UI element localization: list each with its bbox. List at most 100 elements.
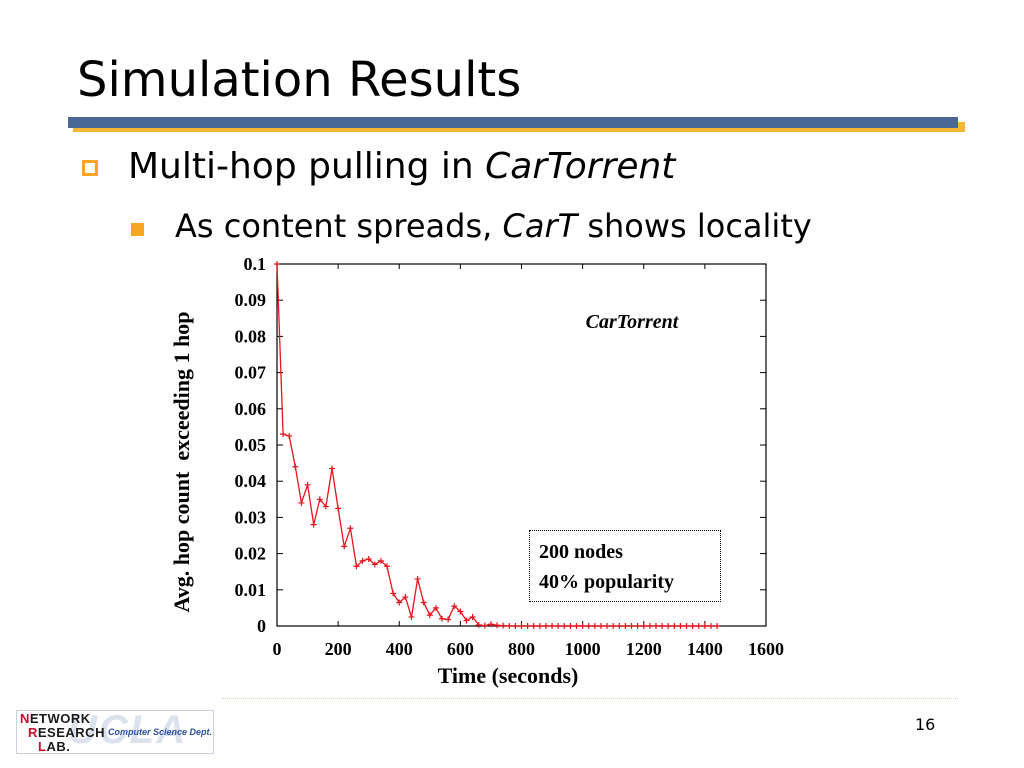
data-point xyxy=(322,503,329,510)
data-point xyxy=(677,623,684,629)
page-number: 16 xyxy=(915,715,936,734)
logo-dept: Computer Science Dept. xyxy=(108,727,213,737)
data-point xyxy=(414,575,421,582)
data-point xyxy=(573,623,580,629)
data-point xyxy=(659,623,666,629)
data-point xyxy=(622,623,629,629)
data-point xyxy=(451,603,458,610)
data-point xyxy=(695,623,702,629)
data-point xyxy=(396,599,403,606)
data-point xyxy=(475,621,482,628)
data-point xyxy=(671,623,678,629)
y-tick-label: 0.01 xyxy=(235,580,267,600)
data-point xyxy=(707,623,714,629)
data-point xyxy=(555,623,562,629)
data-point xyxy=(280,431,287,438)
data-point xyxy=(487,621,494,628)
logo-word-research: ESEARCH xyxy=(37,725,105,740)
data-point xyxy=(439,615,446,622)
y-tick-label: 0.06 xyxy=(235,399,267,419)
data-point xyxy=(365,556,372,563)
data-point xyxy=(286,432,293,439)
data-point xyxy=(463,617,470,624)
chart-annotation: CarTorrent xyxy=(586,311,680,333)
data-point xyxy=(469,613,476,620)
legend-box: 200 nodes 40% popularity xyxy=(529,530,721,602)
data-point xyxy=(384,563,391,570)
data-point xyxy=(335,505,342,512)
y-tick-labels: 0 0.01 0.02 0.03 0.04 0.05 0.06 0.07 0.08 0.09 0.1 xyxy=(235,254,267,636)
legend-line-nodes: 200 nodes xyxy=(539,541,623,563)
data-point xyxy=(353,563,360,570)
data-point xyxy=(518,623,525,629)
bullet-square-icon xyxy=(82,160,98,176)
data-point xyxy=(530,623,537,629)
data-point xyxy=(341,543,348,550)
data-point xyxy=(591,623,598,629)
logo-word-network: ETWORK xyxy=(29,711,91,726)
y-tick-label: 0.07 xyxy=(235,363,267,383)
data-point xyxy=(304,481,311,488)
x-axis-label: Time (seconds) xyxy=(438,663,579,688)
data-point xyxy=(524,623,531,629)
data-point xyxy=(359,557,366,564)
data-point xyxy=(481,622,488,629)
bullet-level2-emphasis: CarT xyxy=(502,207,578,245)
data-point xyxy=(665,623,672,629)
data-point xyxy=(610,623,617,629)
data-point xyxy=(390,590,397,597)
data-point xyxy=(347,525,354,532)
series-markers xyxy=(274,261,721,629)
data-point xyxy=(420,599,427,606)
data-point xyxy=(512,623,519,629)
network-research-lab-logo: UCLA NETWORK RESEARCH LAB. Computer Scie… xyxy=(12,708,224,754)
y-tick-label: 0.02 xyxy=(235,544,267,564)
data-point xyxy=(377,557,384,564)
x-tick-label: 1400 xyxy=(687,639,723,659)
data-point xyxy=(567,623,574,629)
data-point xyxy=(646,623,653,629)
logo-initial-n: N xyxy=(20,711,30,726)
data-point xyxy=(457,608,464,615)
y-tick-label: 0.1 xyxy=(244,254,267,274)
data-point xyxy=(316,496,323,503)
x-tick-labels: 0 200 400 600 800 1000 1200 1400 1600 xyxy=(273,639,785,659)
y-tick-label: 0 xyxy=(257,616,266,636)
x-tick-label: 400 xyxy=(386,639,413,659)
data-point xyxy=(542,623,549,629)
slide-title: Simulation Results xyxy=(77,52,522,108)
data-point xyxy=(579,623,586,629)
title-underline-blue xyxy=(68,117,958,128)
logo-frame xyxy=(16,710,214,754)
data-point xyxy=(616,623,623,629)
x-tick-label: 600 xyxy=(447,639,474,659)
x-tick-label: 800 xyxy=(508,639,535,659)
data-point xyxy=(683,623,690,629)
data-point xyxy=(445,616,452,623)
bullet-level2-suffix: shows locality xyxy=(577,207,812,245)
data-point xyxy=(408,613,415,620)
data-point xyxy=(536,623,543,629)
x-tick-label: 1200 xyxy=(626,639,662,659)
data-point xyxy=(506,623,513,629)
legend-line-popularity: 40% popularity xyxy=(539,571,675,593)
footer-divider xyxy=(222,698,958,699)
logo-initial-r: R xyxy=(28,725,38,740)
bullet-level1-text: Multi-hop pulling in xyxy=(128,146,486,187)
data-point xyxy=(371,561,378,568)
logo-ucla-watermark: UCLA xyxy=(68,708,188,752)
data-point xyxy=(640,623,647,629)
logo-line-research: RESEARCH xyxy=(28,725,105,740)
x-tick-label: 200 xyxy=(325,639,352,659)
data-point xyxy=(701,623,708,629)
x-tick-label: 0 xyxy=(273,639,282,659)
data-point xyxy=(500,622,507,629)
data-point xyxy=(274,261,280,267)
bullet-level1: Multi-hop pulling in CarTorrent xyxy=(128,146,675,187)
y-tick-label: 0.04 xyxy=(235,471,267,491)
y-tick-label: 0.09 xyxy=(235,290,267,310)
bullet-level2: As content spreads, CarT shows locality xyxy=(175,207,812,245)
data-point xyxy=(329,465,336,472)
data-point xyxy=(402,594,409,601)
logo-line-network: NETWORK xyxy=(20,711,91,726)
